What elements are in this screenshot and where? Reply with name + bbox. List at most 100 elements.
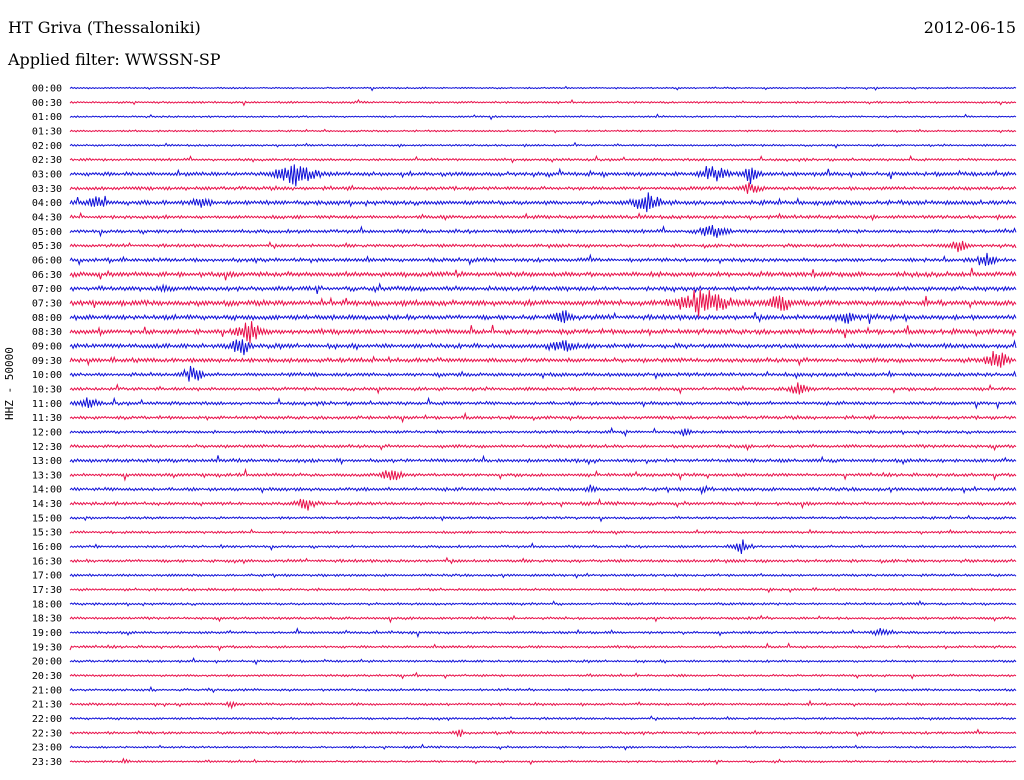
trace-line-1530: [69, 528, 1017, 536]
time-tick-label: 02:00: [32, 141, 62, 152]
trace-line-0230: [69, 154, 1017, 164]
trace-line-0400: [69, 192, 1017, 213]
trace-line-1600: [69, 539, 1017, 554]
trace-line-1430: [69, 497, 1017, 511]
time-tick-label: 00:00: [32, 84, 62, 95]
trace-line-1800: [69, 599, 1017, 607]
time-tick-label: 06:30: [32, 270, 62, 281]
time-tick-label: 20:00: [32, 657, 62, 668]
time-tick-label: 13:00: [32, 456, 62, 467]
time-tick-label: 11:00: [32, 399, 62, 410]
trace-line-0830: [69, 321, 1017, 344]
time-tick-label: 15:00: [32, 513, 62, 524]
trace-line-1100: [69, 396, 1017, 410]
time-tick-label: 17:00: [32, 571, 62, 582]
trace-line-0500: [69, 225, 1017, 238]
time-tick-label: 04:30: [32, 212, 62, 223]
time-tick-label: 10:00: [32, 370, 62, 381]
trace-line-2200: [69, 715, 1017, 722]
time-tick-label: 18:30: [32, 614, 62, 625]
trace-line-0800: [69, 310, 1017, 324]
time-tick-label: 16:00: [32, 542, 62, 553]
time-tick-label: 00:30: [32, 98, 62, 109]
time-tick-label: 03:00: [32, 169, 62, 180]
time-tick-label: 13:30: [32, 470, 62, 481]
time-tick-label: 21:00: [32, 685, 62, 696]
trace-line-2100: [69, 685, 1017, 694]
time-tick-label: 23:00: [32, 743, 62, 754]
trace-line-1900: [69, 627, 1017, 639]
trace-line-1330: [69, 467, 1017, 482]
trace-line-0900: [69, 339, 1017, 356]
time-tick-label: 20:30: [32, 671, 62, 682]
time-tick-label: 18:00: [32, 599, 62, 610]
station-title: HT Griva (Thessaloniki): [8, 18, 201, 37]
trace-line-2230: [69, 728, 1017, 738]
filter-label: Applied filter: WWSSN-SP: [8, 50, 221, 69]
time-tick-label: 22:00: [32, 714, 62, 725]
trace-line-0630: [69, 267, 1017, 281]
trace-line-1700: [69, 572, 1017, 579]
trace-line-0000: [69, 85, 1017, 92]
trace-line-2130: [69, 699, 1017, 710]
trace-line-1400: [69, 484, 1017, 496]
trace-line-1630: [69, 556, 1017, 565]
trace-line-1730: [69, 586, 1017, 594]
time-tick-label: 04:00: [32, 198, 62, 209]
trace-line-0700: [69, 282, 1017, 295]
trace-line-1200: [69, 426, 1017, 438]
time-tick-label: 07:00: [32, 284, 62, 295]
time-tick-label: 22:30: [32, 728, 62, 739]
time-tick-label: 10:30: [32, 384, 62, 395]
trace-line-0930: [69, 350, 1017, 368]
trace-line-1830: [69, 614, 1017, 624]
date-label: 2012-06-15: [923, 18, 1016, 37]
time-tick-label: 08:30: [32, 327, 62, 338]
trace-line-0730: [69, 289, 1017, 317]
time-tick-label: 09:30: [32, 356, 62, 367]
time-tick-label: 23:30: [32, 757, 62, 768]
time-tick-label: 12:00: [32, 427, 62, 438]
time-tick-label: 05:30: [32, 241, 62, 252]
time-tick-label: 11:30: [32, 413, 62, 424]
time-tick-label: 12:30: [32, 442, 62, 453]
trace-line-0030: [69, 98, 1017, 107]
time-tick-label: 03:30: [32, 184, 62, 195]
time-tick-label: 01:00: [32, 112, 62, 123]
time-tick-label: 14:30: [32, 499, 62, 510]
time-tick-label: 14:00: [32, 485, 62, 496]
trace-line-1930: [69, 642, 1017, 652]
time-tick-label: 02:30: [32, 155, 62, 166]
time-tick-label: 17:30: [32, 585, 62, 596]
trace-line-0130: [69, 128, 1017, 134]
time-tick-label: 21:30: [32, 700, 62, 711]
time-tick-label: 07:30: [32, 298, 62, 309]
trace-line-1000: [69, 365, 1017, 382]
time-tick-label: 09:00: [32, 341, 62, 352]
trace-line-0330: [69, 182, 1017, 194]
time-tick-label: 05:00: [32, 227, 62, 238]
time-tick-label: 19:00: [32, 628, 62, 639]
time-tick-label: 08:00: [32, 313, 62, 324]
time-tick-label: 01:30: [32, 126, 62, 137]
time-tick-label: 19:30: [32, 642, 62, 653]
trace-line-2030: [69, 671, 1017, 680]
trace-line-0100: [69, 113, 1017, 121]
time-tick-label: 15:30: [32, 528, 62, 539]
trace-line-2000: [69, 657, 1017, 666]
trace-line-0430: [69, 211, 1017, 222]
trace-line-2330: [69, 757, 1017, 766]
trace-line-2300: [69, 743, 1017, 751]
trace-line-0300: [69, 164, 1017, 187]
trace-line-0600: [69, 252, 1017, 266]
trace-line-1500: [69, 514, 1017, 523]
time-tick-label: 16:30: [32, 556, 62, 567]
trace-line-1230: [69, 443, 1017, 452]
trace-line-0530: [69, 240, 1017, 253]
trace-line-0200: [69, 141, 1017, 149]
trace-line-1030: [69, 382, 1017, 395]
trace-line-1300: [69, 454, 1017, 466]
trace-line-1130: [69, 411, 1017, 424]
time-tick-label: 06:00: [32, 255, 62, 266]
